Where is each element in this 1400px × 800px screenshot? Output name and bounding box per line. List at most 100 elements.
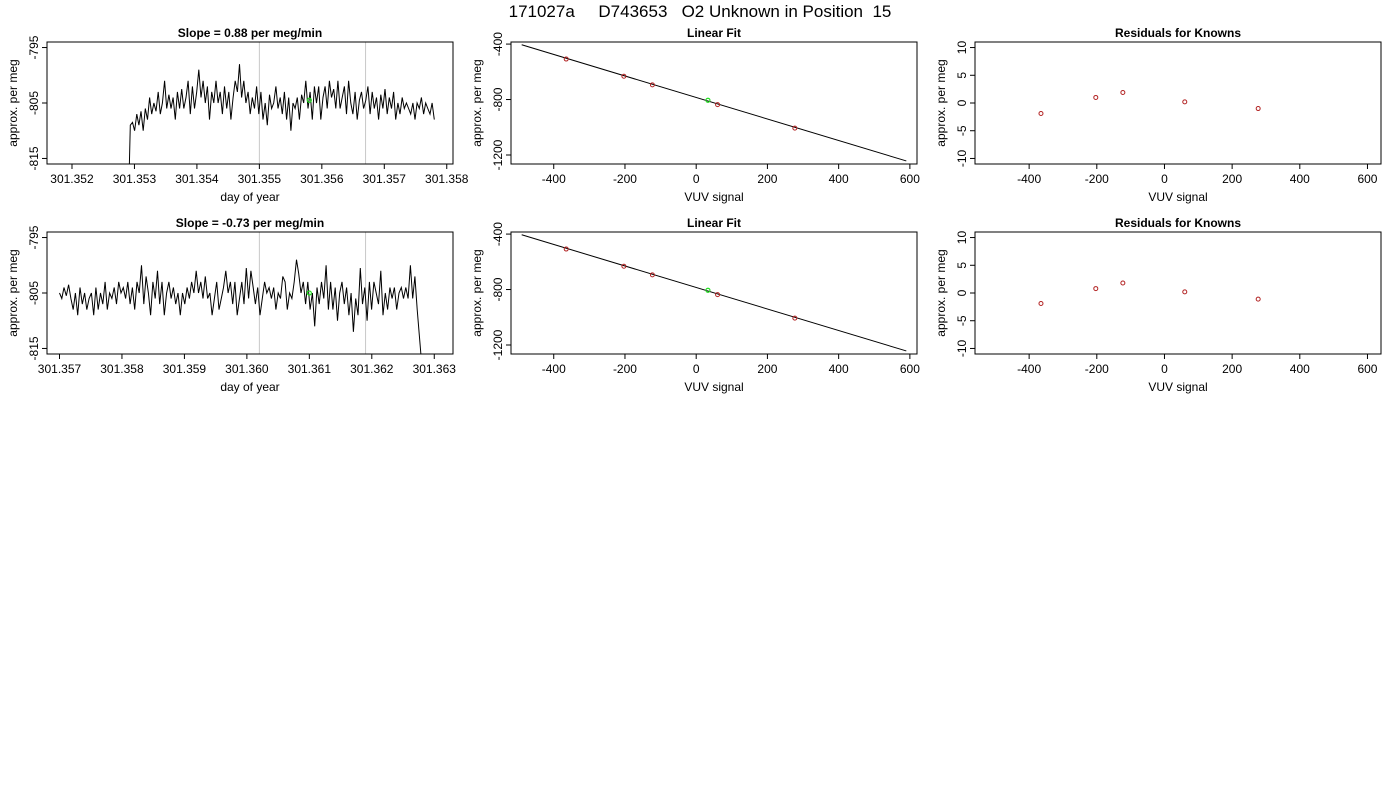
x-tick-label: 301.360: [225, 362, 269, 376]
plot-area: [128, 42, 435, 164]
known-point: [649, 82, 655, 88]
x-tick-label: 301.356: [300, 172, 344, 186]
y-tick-label: -1200: [491, 329, 505, 360]
unknown-point: [705, 287, 711, 293]
plot-area: [1038, 89, 1261, 117]
x-tick-label: -400: [542, 172, 566, 186]
chart-title: Linear Fit: [687, 26, 741, 40]
y-tick-label: 0: [955, 289, 969, 296]
series-line: [128, 64, 435, 164]
y-axis-label: approx. per meg: [470, 59, 484, 146]
x-axis-label: VUV signal: [1148, 190, 1207, 204]
unknown-point: [705, 97, 711, 103]
known-point: [715, 102, 721, 108]
known-point: [1255, 296, 1261, 302]
x-tick-label: 0: [693, 362, 700, 376]
y-axis-label: approx. per meg: [6, 249, 20, 336]
known-point: [1182, 289, 1188, 295]
series-line: [59, 259, 422, 354]
x-tick-label: 200: [1222, 172, 1242, 186]
known-point: [621, 263, 627, 269]
y-tick-label: -10: [955, 339, 969, 357]
y-tick-label: -815: [27, 146, 41, 170]
known-point: [1038, 301, 1044, 307]
plot-frame: [46, 231, 454, 355]
x-tick-label: -200: [613, 362, 637, 376]
x-tick-label: -400: [1017, 172, 1041, 186]
x-tick-label: 600: [900, 172, 920, 186]
y-tick-label: -805: [27, 91, 41, 115]
y-tick-label: 0: [955, 99, 969, 106]
x-tick-label: 301.361: [288, 362, 332, 376]
chart-panel-3: -400 -200 0 200 400 600 10 5 0 -5 -10 Residuals for…: [934, 26, 1382, 204]
plot-area: [521, 234, 907, 352]
y-tick-label: -795: [27, 225, 41, 249]
x-tick-label: 301.355: [238, 172, 282, 186]
x-tick-label: 0: [693, 172, 700, 186]
y-axis-label: approx. per meg: [934, 59, 948, 146]
x-tick-label: 301.357: [363, 172, 407, 186]
known-point: [563, 56, 569, 62]
x-tick-label: 301.359: [163, 362, 207, 376]
unknown-point: [306, 290, 312, 296]
plot-frame: [974, 41, 1382, 165]
x-tick-label: 301.358: [100, 362, 144, 376]
known-point: [792, 315, 798, 321]
known-point: [1182, 99, 1188, 105]
chart-title: Residuals for Knowns: [1115, 216, 1241, 230]
known-point: [1120, 280, 1126, 286]
fit-line: [521, 44, 907, 162]
x-axis-label: VUV signal: [1148, 380, 1207, 394]
known-point: [715, 292, 721, 298]
y-tick-label: -800: [491, 277, 505, 301]
x-tick-label: -200: [613, 172, 637, 186]
x-tick-label: 600: [900, 362, 920, 376]
x-axis-label: day of year: [220, 190, 279, 204]
x-tick-label: 400: [1290, 362, 1310, 376]
y-tick-label: 10: [955, 41, 969, 55]
chart-title: Linear Fit: [687, 216, 741, 230]
x-tick-label: 301.357: [38, 362, 82, 376]
chart-title: Slope = -0.73 per meg/min: [176, 216, 324, 230]
y-tick-label: 5: [955, 262, 969, 269]
x-tick-label: 0: [1161, 362, 1168, 376]
y-axis-label: approx. per meg: [6, 59, 20, 146]
plot-area: [521, 44, 907, 162]
y-axis-label: approx. per meg: [470, 249, 484, 336]
y-tick-label: -800: [491, 87, 505, 111]
y-tick-label: -400: [491, 222, 505, 246]
x-tick-label: 301.363: [413, 362, 457, 376]
x-tick-label: 200: [757, 362, 777, 376]
y-axis-label: approx. per meg: [934, 249, 948, 336]
x-tick-label: 301.352: [50, 172, 94, 186]
plot-frame: [510, 231, 918, 355]
plot-area: [59, 232, 422, 354]
x-tick-label: -400: [1017, 362, 1041, 376]
x-axis-label: VUV signal: [684, 380, 743, 394]
plot-area: [1038, 280, 1261, 307]
y-tick-label: 5: [955, 72, 969, 79]
x-tick-label: 600: [1357, 362, 1377, 376]
chart-panel-6: -400 -200 0 200 400 600 10 5 0 -5 -10 Residuals for…: [934, 216, 1382, 394]
chart-panel-2: -400 -200 0 200 400 600 -400 -800 -1200 Linear Fi…: [470, 26, 920, 204]
chart-panel-5: -400 -200 0 200 400 600 -400 -800 -1200 Linear Fi…: [470, 216, 920, 394]
x-tick-label: 400: [1290, 172, 1310, 186]
x-tick-label: 301.362: [350, 362, 394, 376]
x-tick-label: 200: [1222, 362, 1242, 376]
chart-title: Residuals for Knowns: [1115, 26, 1241, 40]
known-point: [1120, 89, 1126, 95]
known-point: [621, 73, 627, 79]
x-tick-label: 400: [829, 362, 849, 376]
chart-title: Slope = 0.88 per meg/min: [178, 26, 322, 40]
known-point: [1093, 286, 1099, 292]
x-axis-label: day of year: [220, 380, 279, 394]
x-tick-label: 200: [757, 172, 777, 186]
y-tick-label: -400: [491, 32, 505, 56]
unknown-point: [306, 97, 312, 103]
fit-line: [521, 234, 907, 352]
known-point: [563, 246, 569, 252]
y-tick-label: -1200: [491, 139, 505, 170]
x-tick-label: 0: [1161, 172, 1168, 186]
plot-frame: [974, 231, 1382, 355]
